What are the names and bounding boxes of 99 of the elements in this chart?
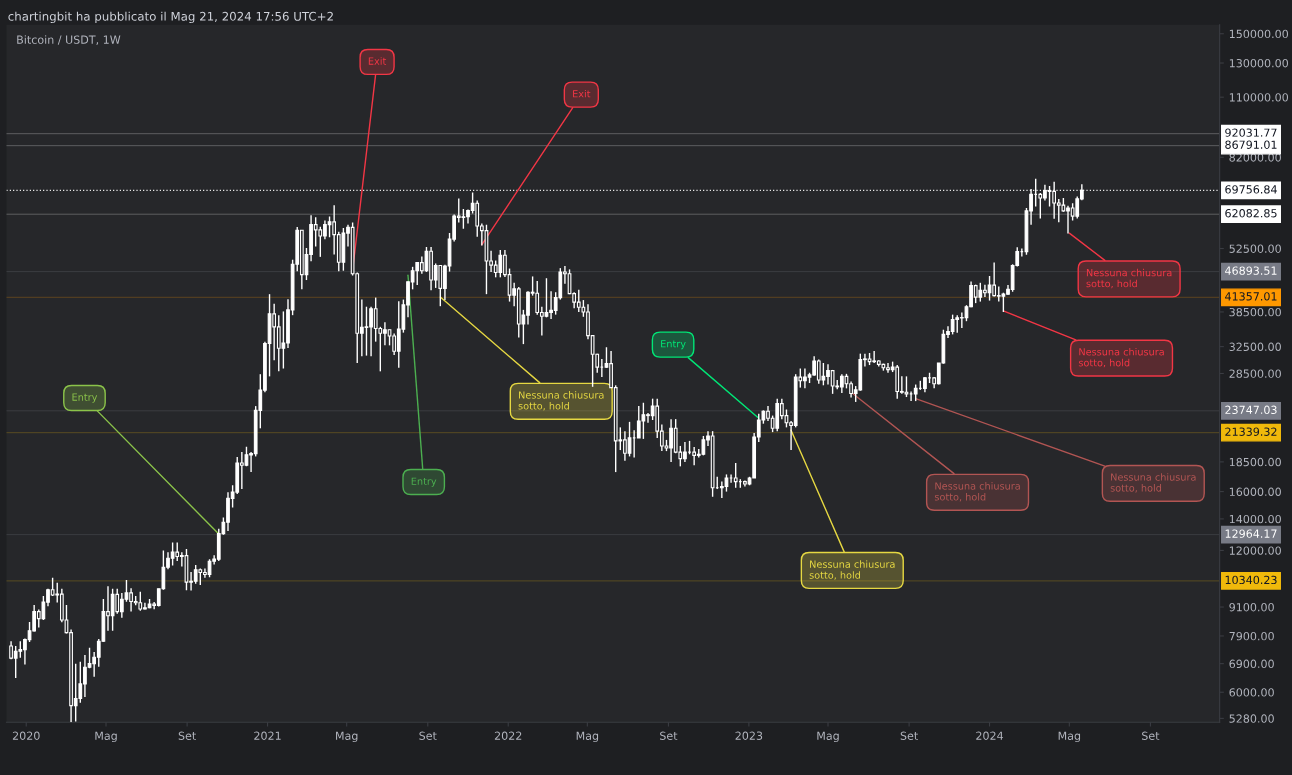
x-tick-label: 2024 bbox=[976, 731, 1004, 740]
y-tick-label: 5280.00 bbox=[1229, 714, 1274, 723]
y-tick-label: 6000.00 bbox=[1229, 688, 1274, 697]
candlestick bbox=[175, 541, 180, 562]
ref-line-label: 23747.03 bbox=[1225, 405, 1277, 415]
candlestick bbox=[392, 332, 397, 356]
x-tick-label: Mag bbox=[576, 731, 599, 743]
candlestick bbox=[138, 591, 143, 612]
annotation: Nessuna chiusura sotto, hold bbox=[1078, 347, 1164, 368]
y-tick-label: 130000.00 bbox=[1229, 58, 1289, 68]
candlestick bbox=[641, 402, 646, 440]
candlestick bbox=[475, 199, 480, 238]
candlestick bbox=[1001, 292, 1006, 313]
candlestick bbox=[1038, 192, 1043, 220]
text: chartingbit ha pubblicato il Mag 21, 2024 17:56 UTC+2 bbox=[8, 11, 333, 24]
candlestick bbox=[396, 300, 401, 369]
candlestick bbox=[115, 588, 120, 615]
candlestick bbox=[719, 480, 724, 499]
x-tick-label: 2021 bbox=[254, 731, 281, 740]
x-tick-label: 2023 bbox=[735, 731, 763, 740]
x-tick-label: Set bbox=[1142, 731, 1160, 740]
candlestick bbox=[821, 362, 826, 386]
candlestick bbox=[816, 358, 821, 385]
annotation: Entry bbox=[411, 477, 437, 487]
x-tick-label: Set bbox=[660, 731, 678, 740]
annotation: Nessuna chiusura sotto, hold bbox=[1110, 473, 1196, 493]
text: Bitcoin / USDT, 1W bbox=[17, 35, 121, 45]
annotation: Exit bbox=[368, 57, 387, 65]
annotation: Nessuna chiusura sotto, hold bbox=[518, 391, 604, 411]
y-tick-label: 52500.00 bbox=[1229, 244, 1281, 253]
x-tick-label: Mag bbox=[336, 731, 358, 743]
candlestick bbox=[373, 296, 378, 343]
candlestick bbox=[207, 558, 212, 578]
y-tick-label: 14000.00 bbox=[1229, 514, 1281, 524]
candlestick bbox=[239, 451, 244, 490]
candlestick bbox=[535, 280, 540, 316]
x-tick-label: 2020 bbox=[12, 731, 40, 740]
candlestick bbox=[636, 405, 641, 439]
candlestick bbox=[978, 282, 983, 303]
candlestick bbox=[272, 302, 277, 361]
candlestick bbox=[992, 261, 997, 298]
candlestick bbox=[498, 249, 503, 279]
y-tick-label: 12000.00 bbox=[1229, 546, 1281, 555]
ref-line-label: 62082.85 bbox=[1225, 209, 1277, 218]
candlestick bbox=[170, 541, 175, 567]
candlestick bbox=[692, 446, 697, 466]
candlestick bbox=[276, 314, 281, 373]
candlestick bbox=[119, 592, 124, 619]
y-tick-label: 6900.00 bbox=[1229, 659, 1274, 669]
x-tick-label: 2022 bbox=[494, 731, 522, 740]
y-tick-label: 110000.00 bbox=[1229, 93, 1289, 102]
annotation: Entry bbox=[72, 393, 98, 403]
candlestick bbox=[812, 355, 817, 377]
y-tick-label: 7900.00 bbox=[1229, 631, 1274, 641]
candlestick bbox=[438, 264, 443, 307]
candlestick bbox=[110, 588, 115, 632]
candlestick bbox=[415, 261, 420, 286]
candlestick bbox=[872, 350, 877, 364]
annotation: Nessuna chiusura sotto, hold bbox=[934, 482, 1020, 502]
ref-line-label: 21339.32 bbox=[1225, 427, 1277, 436]
candlestick bbox=[318, 226, 323, 258]
candlestick bbox=[576, 289, 581, 313]
ref-line-label: 12964.17 bbox=[1225, 529, 1277, 538]
candlestick bbox=[839, 373, 844, 394]
candlestick bbox=[281, 310, 286, 370]
candlestick bbox=[544, 277, 549, 319]
y-tick-label: 16000.00 bbox=[1229, 487, 1281, 496]
y-tick-label: 18500.00 bbox=[1229, 457, 1281, 467]
ref-line-label: 86791.01 bbox=[1225, 140, 1277, 149]
x-tick-label: Mag bbox=[1058, 731, 1081, 743]
x-tick-label: Mag bbox=[95, 731, 117, 743]
ref-line-label: 92031.77 bbox=[1225, 128, 1277, 137]
annotation: Entry bbox=[661, 340, 686, 350]
x-tick-label: Mag bbox=[817, 731, 839, 743]
ref-line-label: 41357.01 bbox=[1225, 292, 1277, 301]
x-tick-label: Set bbox=[900, 731, 918, 740]
candlestick bbox=[13, 645, 18, 679]
y-tick-label: 38500.00 bbox=[1229, 307, 1281, 317]
ref-line-label: 69756.84 bbox=[1225, 185, 1277, 194]
candlestick bbox=[327, 215, 332, 238]
y-tick-label: 28500.00 bbox=[1229, 369, 1281, 378]
candlestick bbox=[627, 421, 632, 458]
candlestick bbox=[78, 661, 83, 704]
y-tick-label: 82000.00 bbox=[1229, 153, 1281, 162]
x-tick-label: Set bbox=[178, 731, 196, 740]
candlestick bbox=[987, 275, 992, 302]
candlestick bbox=[193, 564, 198, 585]
ref-line-label: 46893.51 bbox=[1225, 266, 1277, 275]
annotation: Nessuna chiusura sotto, hold bbox=[1086, 268, 1172, 289]
candlestick bbox=[950, 313, 955, 336]
ref-line-label: 10340.23 bbox=[1225, 575, 1277, 585]
candlestick bbox=[733, 462, 738, 489]
x-tick-label: Set bbox=[419, 731, 437, 740]
y-tick-label: 32500.00 bbox=[1229, 342, 1281, 351]
y-tick-label: 150000.00 bbox=[1229, 29, 1289, 39]
annotation: Nessuna chiusura sotto, hold bbox=[809, 560, 895, 580]
candlestick bbox=[461, 208, 466, 230]
annotation: Exit bbox=[573, 89, 591, 98]
y-tick-label: 9100.00 bbox=[1229, 603, 1274, 612]
